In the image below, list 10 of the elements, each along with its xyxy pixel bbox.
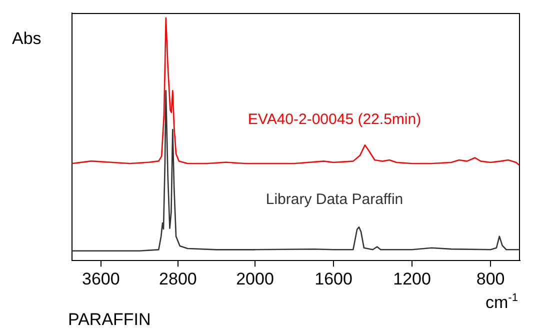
x-tick-label: 1600 xyxy=(314,269,352,288)
x-tick-label: 3600 xyxy=(82,269,120,288)
text: Library Data Paraffin xyxy=(266,191,404,208)
x-tick-label: 2000 xyxy=(236,269,274,288)
x-tick-label: 800 xyxy=(476,269,505,288)
x-tick-label: 2800 xyxy=(159,269,197,288)
x-tick-label: 1200 xyxy=(393,269,431,288)
text: EVA40-2-00045 (22.5min) xyxy=(248,111,422,128)
y-axis-title: Abs xyxy=(12,29,42,48)
text: PARAFFIN xyxy=(68,310,151,329)
